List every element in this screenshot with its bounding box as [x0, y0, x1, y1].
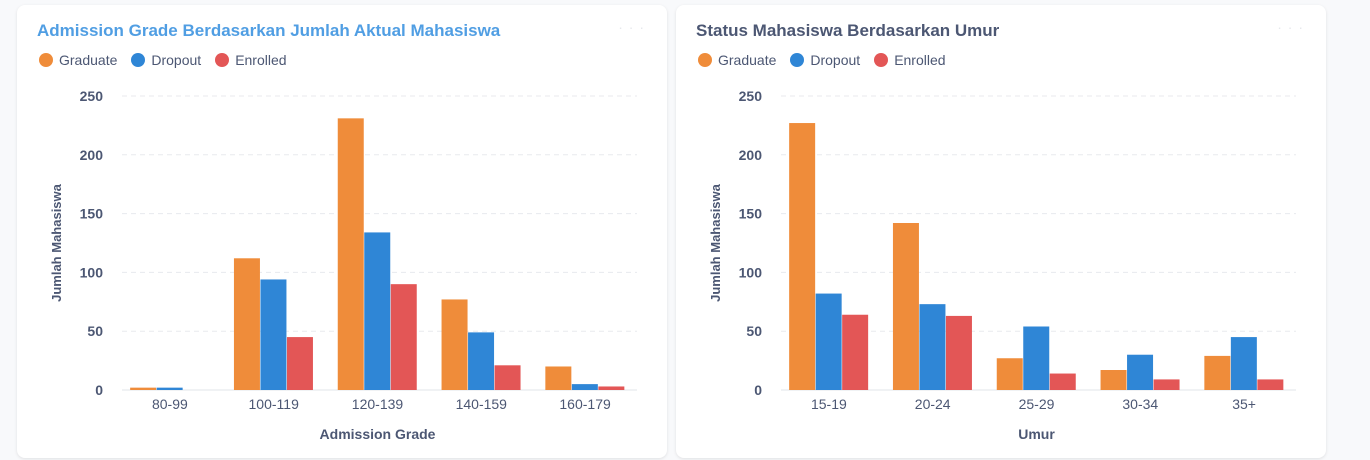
bar-graduate-80-99 [130, 387, 157, 390]
x-axis-label: Admission Grade [320, 426, 436, 442]
legend-dot-dropout [790, 53, 805, 67]
legend-item-enrolled[interactable]: Enrolled [215, 52, 287, 68]
legend-item-dropout[interactable]: Dropout [131, 52, 201, 68]
bar-enrolled-140-159 [494, 365, 521, 390]
legend-label-graduate: Graduate [718, 52, 777, 68]
y-tick-label: 200 [739, 147, 763, 163]
legend-label-enrolled: Enrolled [235, 52, 287, 68]
y-tick-label: 100 [739, 264, 763, 280]
y-axis-label: Jumlah Mahasiswa [49, 183, 64, 302]
x-axis-label: Umur [1018, 426, 1055, 442]
legend-item-dropout[interactable]: Dropout [790, 52, 860, 68]
bar-graduate-30-34 [1100, 370, 1127, 390]
y-tick-label: 0 [754, 382, 762, 398]
bar-dropout-35+ [1230, 337, 1257, 390]
legend-item-enrolled[interactable]: Enrolled [874, 52, 946, 68]
bar-dropout-20-24 [919, 304, 946, 390]
y-tick-label: 200 [80, 147, 104, 163]
bar-dropout-15-19 [815, 293, 842, 390]
bar-graduate-35+ [1204, 355, 1231, 390]
legend-dot-graduate [39, 53, 53, 67]
y-tick-label: 50 [746, 323, 762, 339]
y-tick-label: 150 [80, 206, 104, 222]
more-options-icon[interactable]: · · · [1277, 19, 1304, 35]
y-tick-label: 250 [80, 88, 104, 104]
more-options-icon[interactable]: · · · [618, 19, 645, 35]
legend: Graduate Dropout Enrolled [698, 52, 946, 68]
chart-card-admission-grade: Admission Grade Berdasarkan Jumlah Aktua… [17, 5, 667, 458]
bar-dropout-30-34 [1127, 354, 1154, 390]
legend: Graduate Dropout Enrolled [39, 52, 287, 68]
bar-graduate-100-119 [233, 258, 260, 390]
bar-graduate-25-29 [996, 358, 1023, 390]
bar-enrolled-30-34 [1153, 379, 1180, 390]
chart-title[interactable]: Admission Grade Berdasarkan Jumlah Aktua… [37, 21, 501, 40]
legend-dot-dropout [131, 53, 146, 67]
bar-enrolled-15-19 [842, 314, 869, 390]
legend-label-graduate: Graduate [59, 52, 118, 68]
x-tick-label: 120-139 [352, 396, 404, 412]
bar-enrolled-100-119 [286, 337, 313, 390]
legend-label-dropout: Dropout [151, 52, 202, 68]
y-tick-label: 50 [87, 323, 103, 339]
x-tick-label: 20-24 [915, 396, 951, 412]
chart-title[interactable]: Status Mahasiswa Berdasarkan Umur [696, 21, 1000, 40]
y-tick-label: 250 [739, 88, 763, 104]
x-tick-label: 80-99 [152, 396, 188, 412]
bar-graduate-15-19 [789, 123, 816, 390]
bar-dropout-160-179 [571, 384, 598, 390]
y-tick-label: 0 [95, 382, 103, 398]
bar-chart-umur: 0 50 100 150 200 250 15-19 20-24 25-29 30-34 35+ Um… [708, 88, 1296, 442]
y-tick-label: 100 [80, 264, 104, 280]
bar-enrolled-160-179 [598, 386, 625, 390]
legend-label-dropout: Dropout [810, 52, 861, 68]
bar-graduate-20-24 [892, 223, 919, 390]
bar-enrolled-25-29 [1049, 373, 1076, 390]
y-tick-label: 150 [739, 206, 763, 222]
x-tick-label: 15-19 [811, 396, 847, 412]
x-tick-label: 25-29 [1019, 396, 1055, 412]
x-tick-label: 140-159 [456, 396, 508, 412]
bar-graduate-120-139 [337, 118, 364, 391]
bar-graduate-140-159 [441, 299, 468, 390]
x-tick-label: 160-179 [559, 396, 611, 412]
legend-dot-enrolled [874, 53, 889, 67]
bar-enrolled-35+ [1257, 379, 1284, 390]
bar-enrolled-120-139 [390, 284, 417, 390]
legend-dot-enrolled [215, 53, 230, 67]
bar-dropout-120-139 [364, 232, 391, 390]
legend-dot-graduate [698, 53, 712, 67]
x-tick-label: 35+ [1232, 396, 1256, 412]
x-tick-label: 100-119 [249, 396, 300, 412]
bar-enrolled-20-24 [945, 315, 972, 390]
chart-card-umur: Status Mahasiswa Berdasarkan Umur · · · … [676, 5, 1326, 458]
x-tick-label: 30-34 [1122, 396, 1158, 412]
bar-graduate-160-179 [545, 366, 572, 390]
legend-item-graduate[interactable]: Graduate [39, 52, 117, 68]
legend-item-graduate[interactable]: Graduate [698, 52, 776, 68]
y-axis-label: Jumlah Mahasiswa [708, 183, 723, 302]
bar-chart-admission-grade: 0 50 100 150 200 250 80-99 100-119 120-139 140-15… [49, 88, 637, 442]
bar-dropout-25-29 [1023, 326, 1050, 390]
bar-dropout-140-159 [468, 332, 495, 390]
bar-dropout-100-119 [260, 279, 287, 390]
bar-dropout-80-99 [156, 387, 183, 390]
legend-label-enrolled: Enrolled [894, 52, 946, 68]
